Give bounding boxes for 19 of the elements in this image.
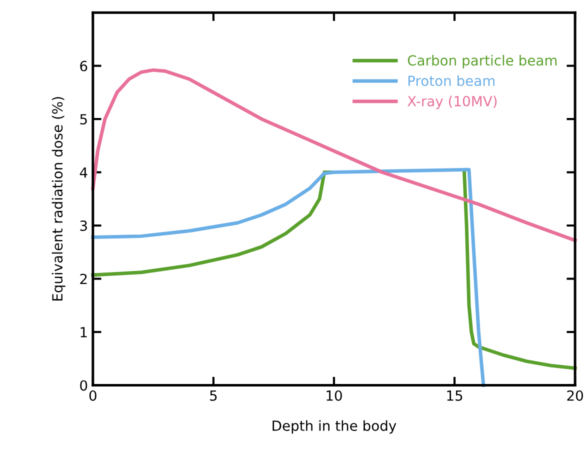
y-tick-label: 4 — [80, 167, 88, 178]
x-tick-label: 0 — [89, 390, 96, 401]
y-axis-title: Equivalent radiation dose (%) — [52, 97, 66, 301]
y-tick-label: 5 — [80, 114, 87, 125]
legend-label: Carbon particle beam — [408, 54, 557, 68]
x-axis-title: Depth in the body — [272, 420, 396, 434]
y-tick-label: 6 — [80, 60, 88, 72]
legend-label: Proton beam — [408, 75, 494, 86]
y-tick-label: 2 — [80, 274, 87, 284]
y-tick-label: 3 — [80, 220, 87, 231]
x-tick-label: 15 — [447, 390, 462, 401]
line-series — [91, 168, 486, 387]
line-series — [91, 68, 577, 242]
y-tick-label: 1 — [80, 327, 87, 338]
x-tick-label: 20 — [567, 390, 583, 401]
y-tick-label: 0 — [80, 380, 88, 391]
x-tick-label: 5 — [210, 390, 217, 401]
x-tick-label: 10 — [326, 390, 342, 401]
legend-label: X-ray (10MV) — [408, 96, 497, 110]
